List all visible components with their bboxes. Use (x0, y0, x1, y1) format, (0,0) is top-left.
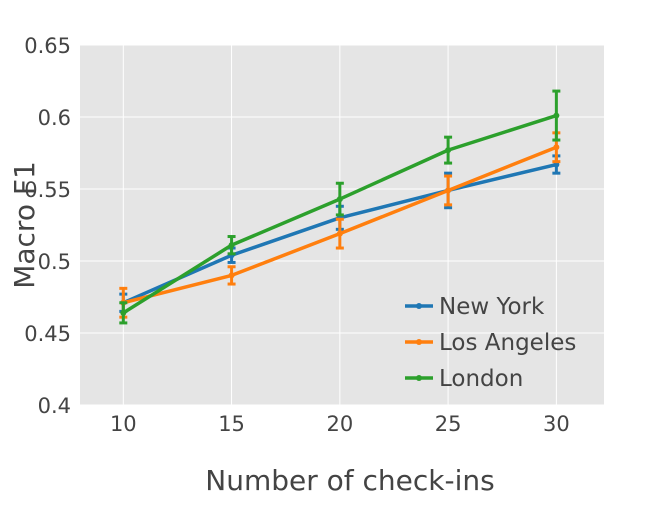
y-tick-label: 0.55 (24, 178, 71, 202)
y-tick-label: 0.45 (24, 322, 71, 346)
data-point (445, 187, 452, 194)
plot-background (80, 45, 604, 405)
legend-item: Los Angeles (405, 330, 576, 356)
x-tick-label: 20 (326, 412, 353, 436)
tick-labels: 10 15 20 25 30 0.4 0.45 0.5 0.55 0.6 0.65 (24, 34, 569, 436)
legend-label: Los Angeles (439, 330, 576, 356)
y-tick-label: 0.6 (38, 106, 71, 130)
data-point (228, 272, 235, 279)
x-tick-label: 30 (543, 412, 570, 436)
x-axis-label: Number of check-ins (205, 464, 494, 497)
series (119, 89, 561, 325)
data-point (228, 242, 235, 249)
legend-item: London (405, 366, 523, 392)
legend-item: New York (405, 294, 545, 320)
data-point (336, 230, 343, 237)
legend: New York Los Angeles London (405, 294, 576, 392)
data-point (553, 112, 560, 119)
series-london (119, 89, 561, 325)
y-axis-label: Macro F1 (8, 161, 41, 289)
y-tick-label: 0.65 (24, 34, 71, 58)
legend-label: London (439, 366, 523, 392)
y-tick-label: 0.5 (38, 250, 71, 274)
x-tick-label: 25 (435, 412, 462, 436)
data-point (120, 309, 127, 316)
x-tick-label: 15 (218, 412, 245, 436)
legend-swatch-marker (416, 375, 422, 381)
legend-swatch-marker (416, 339, 422, 345)
x-tick-label: 10 (110, 412, 137, 436)
legend-swatch-marker (416, 303, 422, 309)
y-tick-label: 0.4 (38, 394, 71, 418)
series-los-angeles (119, 131, 561, 319)
legend-label: New York (439, 294, 545, 320)
data-point (336, 196, 343, 203)
data-point (553, 144, 560, 151)
data-point (445, 147, 452, 154)
